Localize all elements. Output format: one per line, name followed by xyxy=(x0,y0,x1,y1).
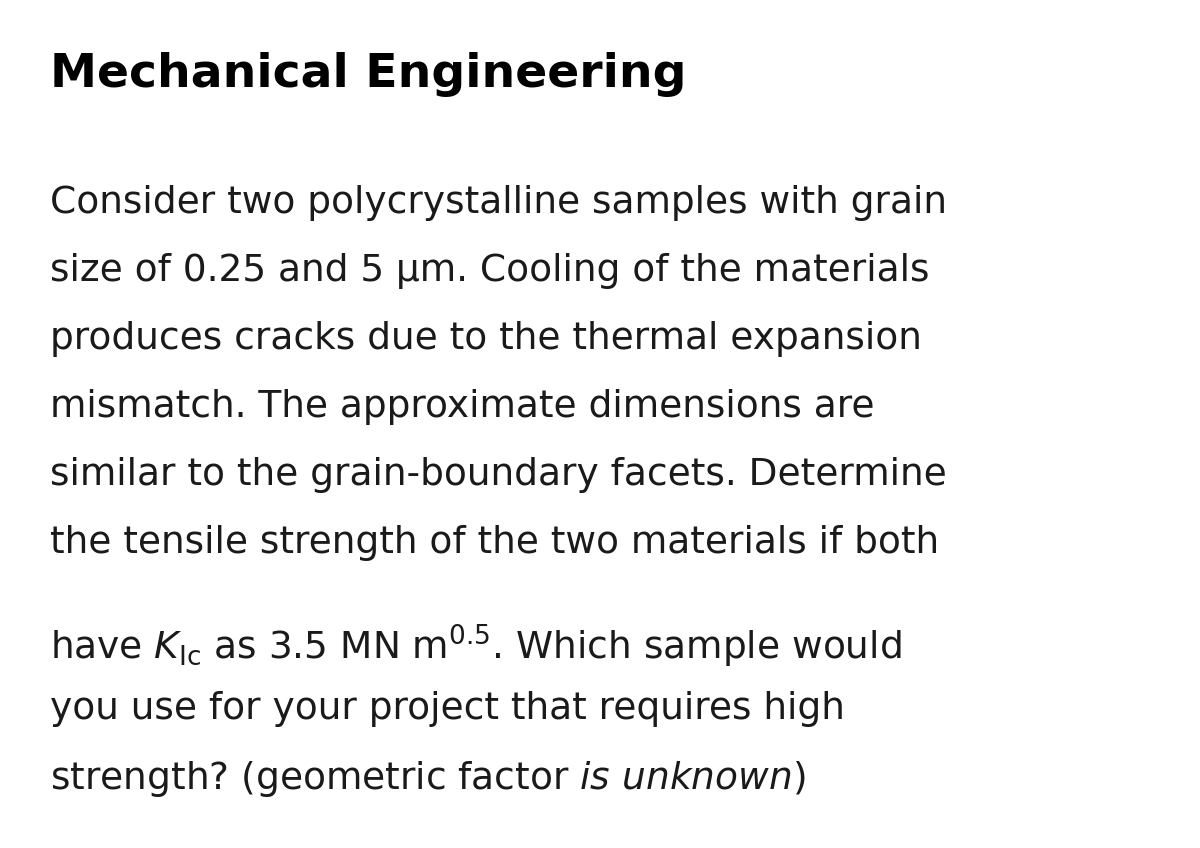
Text: have $\it{K}_{\rm{Ic}}$ as 3.5 MN m$^{0.5}$. Which sample would: have $\it{K}_{\rm{Ic}}$ as 3.5 MN m$^{0.… xyxy=(50,623,901,670)
Text: size of 0.25 and 5 μm. Cooling of the materials: size of 0.25 and 5 μm. Cooling of the ma… xyxy=(50,253,930,289)
Text: similar to the grain-boundary facets. Determine: similar to the grain-boundary facets. De… xyxy=(50,457,947,493)
Text: strength? (geometric factor $\mathit{is\ unknown}$): strength? (geometric factor $\mathit{is\… xyxy=(50,759,805,799)
Text: Mechanical Engineering: Mechanical Engineering xyxy=(50,52,686,97)
Text: Consider two polycrystalline samples with grain: Consider two polycrystalline samples wit… xyxy=(50,185,947,221)
Text: produces cracks due to the thermal expansion: produces cracks due to the thermal expan… xyxy=(50,321,922,357)
Text: the tensile strength of the two materials if both: the tensile strength of the two material… xyxy=(50,525,940,561)
Text: mismatch. The approximate dimensions are: mismatch. The approximate dimensions are xyxy=(50,389,875,425)
Text: you use for your project that requires high: you use for your project that requires h… xyxy=(50,691,845,727)
